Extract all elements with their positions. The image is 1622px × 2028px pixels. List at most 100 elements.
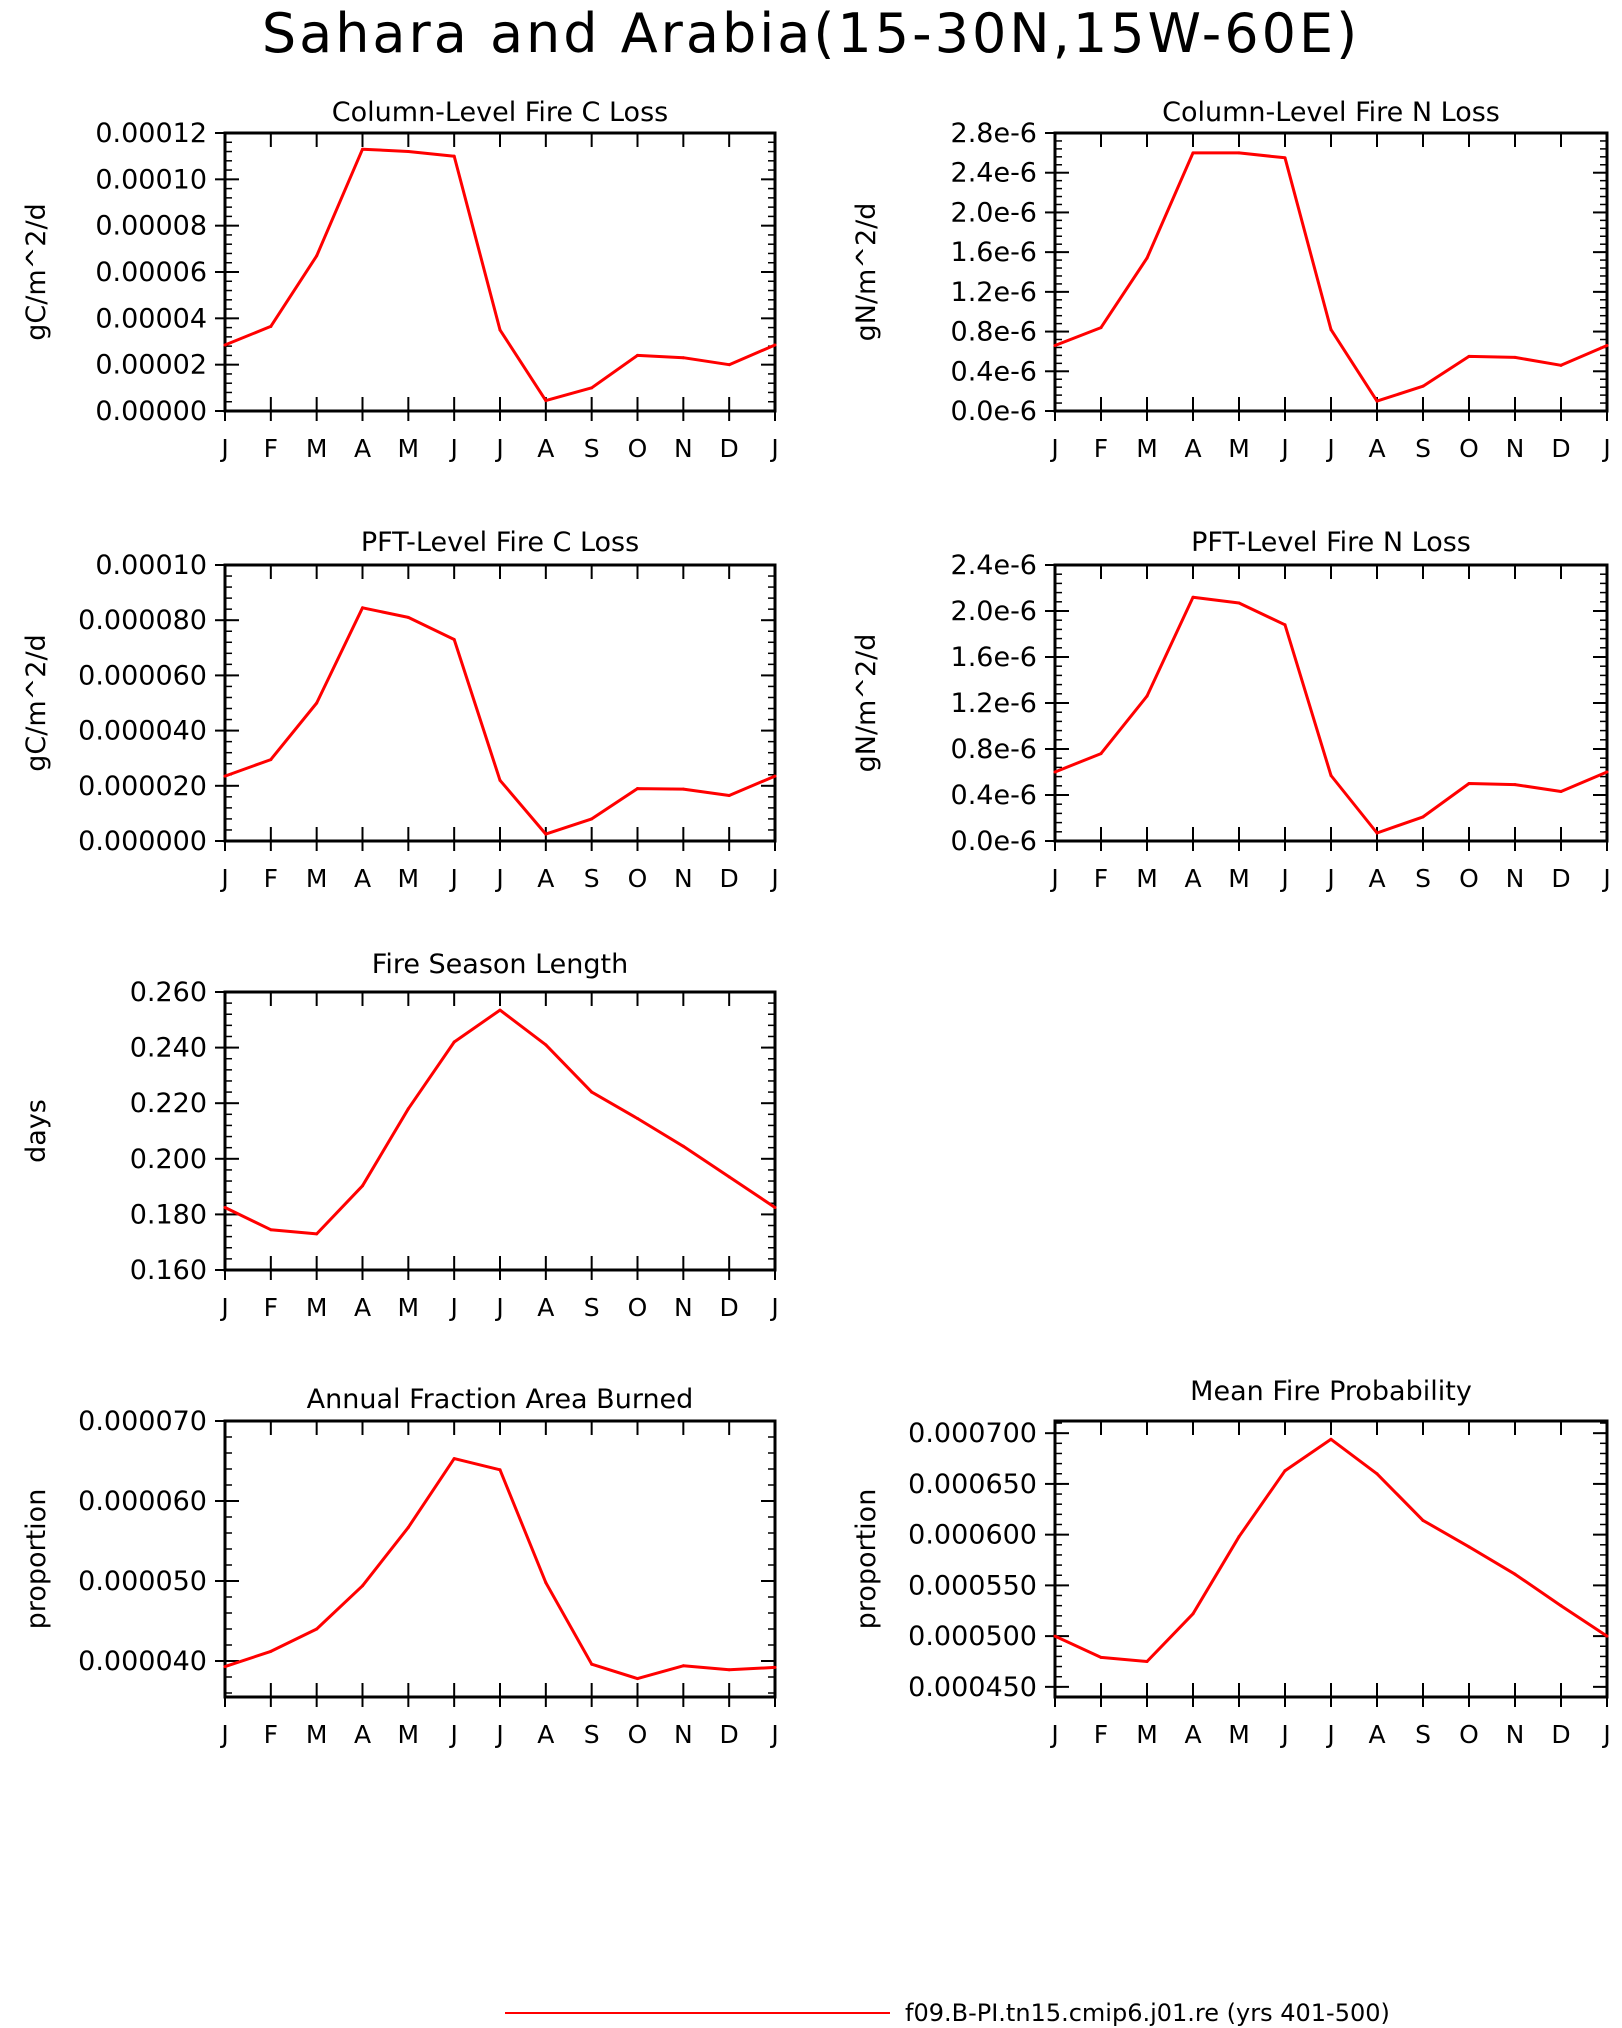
data-point	[636, 787, 639, 791]
y-tick-label: 0.240	[130, 1033, 207, 1064]
data-point	[223, 1665, 227, 1669]
y-tick-label: 0.00006	[95, 257, 207, 288]
data-point	[1375, 399, 1379, 403]
data-point	[773, 343, 777, 347]
data-point	[1375, 1472, 1379, 1476]
y-tick-label: 1.6e-6	[951, 237, 1037, 268]
data-point	[1605, 1634, 1609, 1638]
x-tick-label: A	[354, 1293, 371, 1322]
y-tick-label: 0.260	[130, 977, 207, 1008]
x-tick-label: J	[1279, 864, 1288, 893]
data-point	[269, 1649, 273, 1653]
data-point	[406, 615, 410, 619]
y-axis-label: proportion	[21, 1489, 52, 1630]
data-point	[727, 1175, 731, 1179]
y-tick-label: 0.000000	[78, 826, 207, 857]
chart-title: Column-Level Fire C Loss	[332, 97, 668, 128]
x-tick-label: S	[584, 864, 600, 893]
data-point	[681, 787, 685, 791]
y-tick-label: 0.0e-6	[951, 826, 1037, 857]
x-tick-label: M	[1228, 1720, 1250, 1749]
y-tick-label: 1.2e-6	[951, 688, 1037, 719]
series-line	[224, 606, 776, 836]
y-tick-label: 1.6e-6	[951, 642, 1037, 673]
data-point	[1421, 1518, 1425, 1522]
data-point	[1329, 773, 1333, 777]
series-line	[1054, 1437, 1608, 1663]
x-tick-label: M	[306, 1720, 328, 1749]
y-tick-label: 0.00012	[95, 118, 207, 149]
data-point	[498, 778, 502, 782]
data-point	[223, 774, 227, 778]
data-point	[773, 774, 777, 778]
x-tick-label: N	[674, 1720, 693, 1749]
data-point	[1467, 1545, 1471, 1549]
x-tick-label: M	[1136, 434, 1158, 463]
x-tick-label: A	[537, 1720, 554, 1749]
data-point	[544, 832, 548, 836]
data-point	[1191, 1612, 1195, 1616]
chart-title: PFT-Level Fire N Loss	[1191, 527, 1471, 558]
y-tick-label: 0.200	[130, 1144, 207, 1175]
data-point	[1099, 1655, 1103, 1659]
y-tick-label: 0.000450	[908, 1672, 1037, 1703]
data-point	[1283, 156, 1287, 160]
x-tick-label: M	[1136, 1720, 1158, 1749]
data-point	[315, 1627, 319, 1631]
data-point	[636, 1677, 639, 1681]
x-tick-label: J	[1325, 434, 1334, 463]
page-title: Sahara and Arabia(15-30N,15W-60E)	[262, 2, 1360, 65]
x-tick-label: M	[398, 434, 420, 463]
data-point	[361, 1184, 364, 1188]
x-tick-label: J	[769, 1293, 778, 1322]
data-point	[269, 1228, 273, 1232]
data-point	[223, 1205, 227, 1209]
series-line	[224, 1457, 776, 1681]
data-point	[681, 356, 685, 360]
data-point	[315, 1232, 319, 1236]
data-point	[1283, 623, 1287, 627]
data-point	[727, 363, 731, 367]
y-tick-label: 0.000550	[908, 1570, 1037, 1601]
y-tick-label: 0.00002	[95, 350, 207, 381]
data-point	[452, 154, 456, 158]
x-tick-label: J	[219, 1293, 228, 1322]
data-point	[1513, 783, 1517, 787]
y-axis-label: gC/m^2/d	[21, 634, 52, 771]
data-point	[1513, 355, 1517, 359]
x-tick-label: A	[1368, 1720, 1385, 1749]
data-point	[1237, 601, 1241, 605]
x-tick-label: J	[1601, 864, 1610, 893]
x-tick-label: S	[584, 434, 600, 463]
data-point	[452, 1040, 456, 1044]
data-point	[681, 1664, 685, 1668]
data-point	[1191, 151, 1195, 155]
series-line	[1054, 595, 1608, 835]
x-tick-label: O	[1459, 864, 1479, 893]
x-tick-label: M	[306, 1293, 328, 1322]
y-axis-label: proportion	[851, 1489, 882, 1630]
data-point	[1191, 595, 1195, 599]
data-point	[590, 817, 594, 821]
data-point	[361, 1584, 364, 1588]
data-point	[269, 758, 273, 762]
plot-frame	[1053, 563, 1609, 843]
y-axis-label: gN/m^2/d	[851, 203, 882, 342]
data-point	[1605, 343, 1609, 347]
x-tick-label: N	[1506, 864, 1525, 893]
data-point	[681, 1144, 685, 1148]
data-point	[1605, 770, 1609, 774]
y-tick-label: 2.8e-6	[951, 118, 1037, 149]
data-point	[1145, 256, 1149, 260]
x-tick-label: O	[628, 1293, 648, 1322]
y-tick-label: 1.2e-6	[951, 277, 1037, 308]
x-tick-label: M	[1228, 434, 1250, 463]
x-tick-label: O	[628, 864, 648, 893]
y-tick-label: 0.00000	[95, 396, 207, 427]
y-tick-label: 0.00010	[95, 164, 207, 195]
chart-title: PFT-Level Fire C Loss	[361, 527, 639, 558]
x-tick-label: D	[720, 1293, 739, 1322]
